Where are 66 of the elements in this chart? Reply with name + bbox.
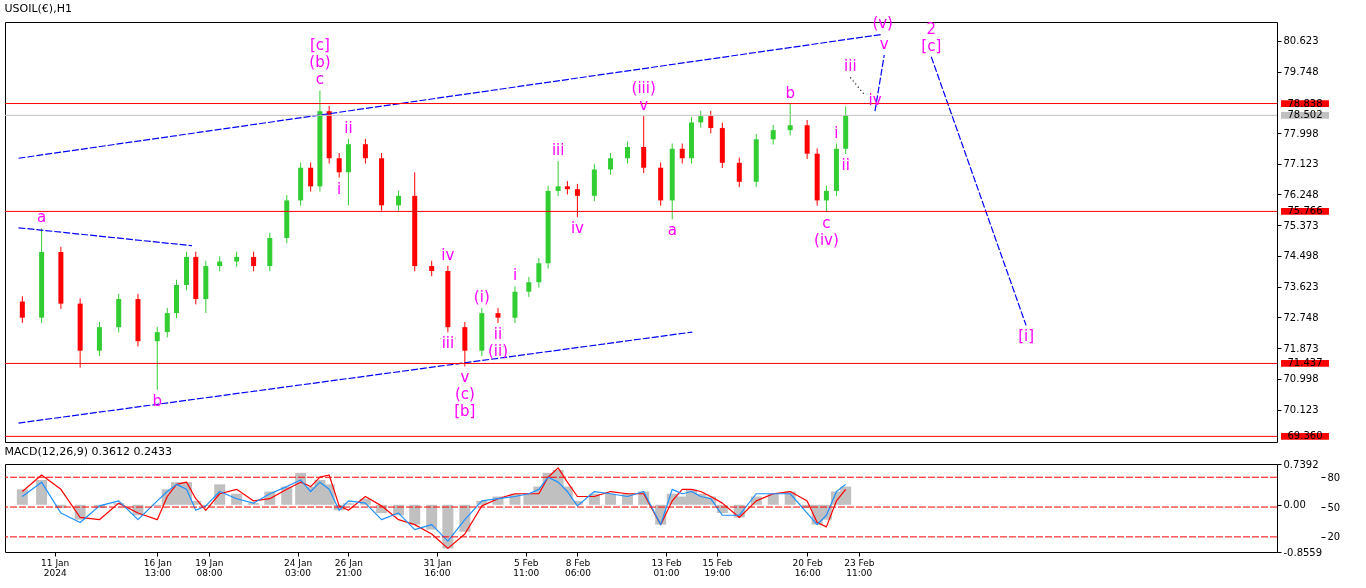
y-tick-label: -0.8559: [1283, 546, 1323, 558]
annotation: iv: [570, 219, 585, 238]
annotation: iii: [844, 57, 857, 76]
y-tick-label: 75.373: [1283, 219, 1319, 231]
y2-tick-label: 80: [1327, 471, 1341, 483]
ref-line-label: 78.838: [1287, 97, 1323, 109]
y2-tick-label: 50: [1327, 501, 1341, 513]
y-tick-label: 70.123: [1283, 404, 1319, 416]
annotation: (c): [454, 385, 475, 404]
y-tick-label: 76.248: [1283, 188, 1319, 200]
annotation: i: [512, 266, 518, 285]
x-tick-label: 5 Feb 11:00: [513, 557, 540, 578]
y-tick-label: 79.748: [1283, 66, 1319, 78]
annotation: (b): [309, 53, 331, 72]
y-tick-label: 71.873: [1283, 342, 1319, 354]
annotation: a: [37, 208, 47, 227]
annotation: [c]: [309, 36, 330, 55]
annotation: [b]: [454, 402, 476, 421]
y-tick-label: 72.748: [1283, 311, 1319, 323]
annotation: (i): [473, 287, 490, 306]
y-tick-label: 73.623: [1283, 281, 1319, 293]
ref-line-label: 78.502: [1287, 109, 1323, 121]
annotation: i: [337, 179, 342, 198]
chart-title: MACD(12,26,9) 0.3612 0.2433: [4, 445, 173, 458]
annotation: iv: [441, 245, 455, 264]
y-tick-label: 0.00: [1283, 499, 1306, 511]
annotation: (iv): [814, 230, 839, 249]
annotation: 2: [926, 19, 937, 38]
annotation: ii: [841, 156, 850, 175]
annotation: (iii): [631, 79, 656, 98]
x-tick-label: 19 Jan 08:00: [195, 557, 224, 578]
x-tick-label: 8 Feb 06:00: [564, 557, 592, 578]
annotation: a: [667, 221, 677, 240]
annotation: iii: [441, 334, 455, 353]
annotation: b: [785, 83, 795, 102]
x-tick-label: 16 Jan 13:00: [143, 557, 172, 578]
annotation: c: [822, 213, 831, 232]
ref-line-label: 69.360: [1287, 430, 1323, 442]
annotation: ii: [344, 118, 353, 137]
y-tick-label: 80.623: [1283, 35, 1319, 47]
x-tick-label: 23 Feb 11:00: [844, 557, 875, 578]
y-tick-label: 77.123: [1283, 158, 1319, 170]
annotation: (ii): [487, 341, 509, 360]
x-tick-label: 31 Jan 16:00: [423, 557, 452, 578]
annotation: c: [315, 70, 325, 89]
annotation: iii: [551, 141, 565, 160]
annotation: [c]: [921, 36, 942, 55]
y-tick-label: 74.498: [1283, 250, 1319, 262]
y-tick-label: 77.998: [1283, 127, 1319, 139]
y2-tick-label: 20: [1327, 531, 1341, 543]
x-tick-label: 20 Feb 16:00: [792, 557, 824, 578]
chart-title: USOIL(€),H1: [4, 2, 72, 16]
ref-line-label: 75.766: [1287, 205, 1323, 217]
annotation: ii: [493, 324, 503, 343]
x-tick-label: 24 Jan 03:00: [283, 557, 313, 578]
x-tick-label: 11 Jan 2024: [41, 557, 70, 578]
x-tick-label: 13 Feb 01:00: [651, 557, 682, 578]
annotation: v: [879, 35, 889, 54]
annotation: [i]: [1018, 327, 1035, 346]
annotation: i: [834, 123, 839, 142]
x-tick-label: 26 Jan 21:00: [334, 557, 364, 578]
y-tick-label: 70.998: [1283, 373, 1319, 385]
annotation: v: [460, 368, 470, 387]
x-tick-label: 15 Feb 19:00: [702, 557, 733, 578]
y-tick-label: 0.7392: [1283, 458, 1319, 470]
ref-line-label: 71.437: [1287, 357, 1323, 369]
